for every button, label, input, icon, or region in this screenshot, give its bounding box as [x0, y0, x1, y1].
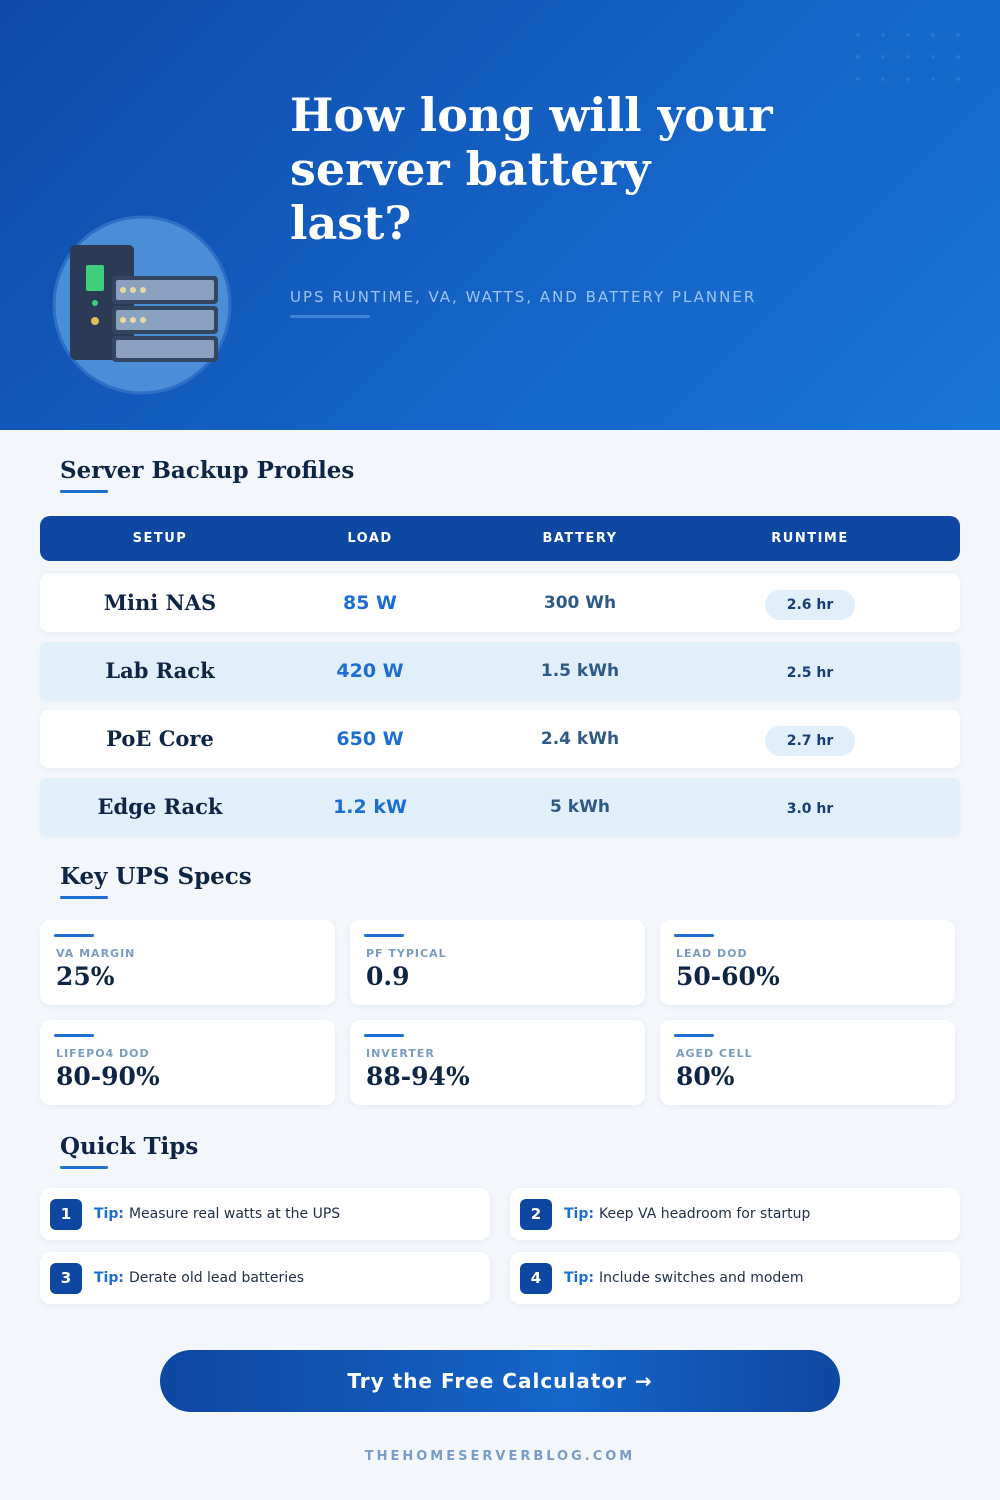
server-icon: [70, 245, 218, 362]
spec-card: VA MARGIN 25%: [40, 920, 335, 1005]
tip-number: 3: [50, 1263, 82, 1294]
subtitle-underline: [290, 315, 370, 318]
tip-body: Keep VA headroom for startup: [598, 1206, 811, 1222]
column-header: BATTERY: [542, 531, 618, 546]
tip-card: 1 Tip: Measure real watts at the UPS: [40, 1188, 490, 1240]
column-header: SETUP: [132, 531, 188, 546]
tip-card: 2 Tip: Keep VA headroom for startup: [510, 1188, 960, 1240]
table-header: [40, 516, 960, 561]
spec-value: 0.9: [366, 962, 410, 991]
table-cell: 85 W: [342, 592, 397, 614]
spec-value: 88-94%: [366, 1062, 470, 1091]
footer: THEHOMESERVERBLOG.COM: [364, 1449, 636, 1464]
header-decoration: [52, 33, 960, 395]
spec-card: PF TYPICAL 0.9: [350, 920, 645, 1005]
spec-value: 80%: [676, 1062, 735, 1091]
table-cell: 420 W: [336, 660, 404, 682]
tip-prefix: Tip:: [564, 1270, 594, 1286]
spec-card: LEAD DOD 50-60%: [660, 920, 955, 1005]
card-accent: [674, 934, 714, 937]
runtime-badge: 2.7 hr: [765, 726, 855, 756]
spec-label: INVERTER: [366, 1047, 435, 1060]
column-header: RUNTIME: [771, 531, 849, 546]
spec-card: AGED CELL 80%: [660, 1020, 955, 1105]
table-cell: 300 Wh: [543, 593, 617, 613]
spec-card: INVERTER 88-94%: [350, 1020, 645, 1105]
table-cell: 1.2 kW: [333, 796, 407, 818]
section-heading: Quick Tips: [60, 1133, 199, 1160]
spec-label: LEAD DOD: [676, 947, 748, 960]
spec-card: LIFEPO4 DOD 80-90%: [40, 1020, 335, 1105]
table-cell: 2.4 kWh: [540, 729, 620, 749]
table-cell: 1.5 kWh: [540, 661, 620, 681]
spec-value: 25%: [56, 962, 115, 991]
cta-button[interactable]: Try the Free Calculator →: [160, 1350, 840, 1412]
tip-text: Tip: Include switches and modem: [564, 1252, 804, 1304]
table-cell: Lab Rack: [105, 658, 215, 683]
tip-card: 4 Tip: Include switches and modem: [510, 1252, 960, 1304]
spec-label: PF TYPICAL: [366, 947, 447, 960]
runtime-badge: 2.5 hr: [765, 658, 855, 688]
tip-number: 4: [520, 1263, 552, 1294]
title: How long will your server battery last?: [290, 88, 773, 250]
spec-label: VA MARGIN: [56, 947, 136, 960]
table-cell: Edge Rack: [97, 794, 223, 819]
tip-text: Tip: Derate old lead batteries: [94, 1252, 304, 1304]
card-accent: [364, 1034, 404, 1037]
tip-number: 2: [520, 1199, 552, 1230]
spec-value: 50-60%: [676, 962, 780, 991]
tip-prefix: Tip:: [94, 1206, 124, 1222]
subtitle: UPS RUNTIME, VA, WATTS, AND BATTERY PLAN…: [290, 288, 757, 306]
card-accent: [364, 934, 404, 937]
spec-label: AGED CELL: [676, 1047, 753, 1060]
heading-underline: [60, 1166, 108, 1169]
spec-value: 80-90%: [56, 1062, 160, 1091]
card-accent: [54, 934, 94, 937]
tip-body: Include switches and modem: [598, 1270, 804, 1286]
runtime-badge: 2.6 hr: [765, 590, 855, 620]
card-accent: [54, 1034, 94, 1037]
table-cell: 5 kWh: [550, 797, 610, 817]
table-cell: 650 W: [336, 728, 404, 750]
tip-text: Tip: Measure real watts at the UPS: [94, 1188, 340, 1240]
section-heading: Server Backup Profiles: [60, 457, 355, 484]
tip-card: 3 Tip: Derate old lead batteries: [40, 1252, 490, 1304]
column-header: LOAD: [347, 531, 393, 546]
section-heading: Key UPS Specs: [60, 863, 252, 890]
spec-label: LIFEPO4 DOD: [56, 1047, 150, 1060]
header-banner: How long will your server battery last? …: [0, 0, 1000, 430]
heading-underline: [60, 490, 108, 493]
tip-number: 1: [50, 1199, 82, 1230]
tip-body: Derate old lead batteries: [128, 1270, 305, 1286]
table-cell: Mini NAS: [103, 590, 217, 615]
runtime-badge: 3.0 hr: [765, 794, 855, 824]
tip-text: Tip: Keep VA headroom for startup: [564, 1188, 810, 1240]
card-accent: [674, 1034, 714, 1037]
heading-underline: [60, 896, 108, 899]
table-cell: PoE Core: [106, 726, 214, 751]
tip-prefix: Tip:: [94, 1270, 124, 1286]
tip-body: Measure real watts at the UPS: [128, 1206, 341, 1222]
tip-prefix: Tip:: [564, 1206, 594, 1222]
